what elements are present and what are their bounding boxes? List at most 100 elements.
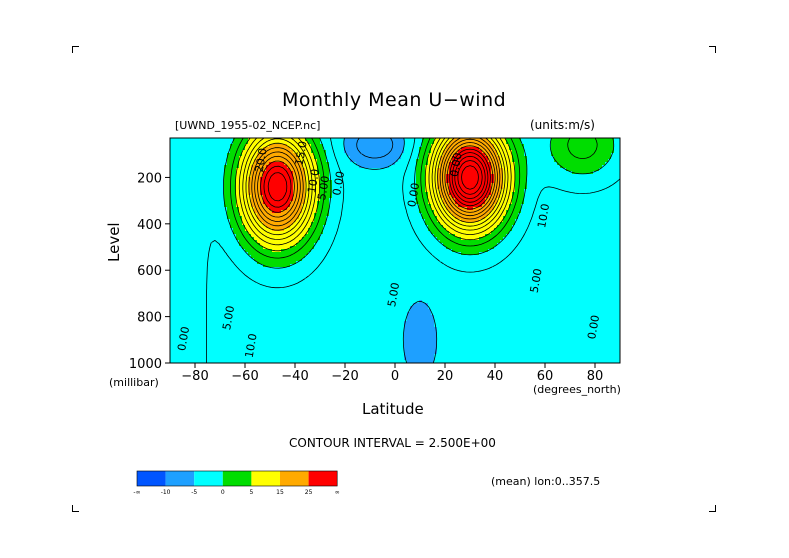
field-cell: [281, 162, 285, 166]
field-cell: [311, 225, 315, 229]
field-cell: [176, 195, 180, 199]
field-cell: [278, 168, 282, 172]
field-cell: [293, 198, 297, 202]
field-cell: [182, 225, 186, 229]
field-cell: [305, 318, 309, 322]
field-cell: [263, 309, 267, 313]
field-cell: [260, 141, 264, 145]
field-cell: [314, 270, 318, 274]
field-cell: [365, 165, 369, 169]
field-cell: [314, 153, 318, 157]
field-cell: [260, 237, 264, 241]
field-cell: [332, 345, 336, 349]
field-cell: [365, 306, 369, 310]
field-cell: [269, 216, 273, 220]
field-cell: [170, 237, 174, 241]
field-cell: [179, 270, 183, 274]
field-cell: [182, 297, 186, 301]
field-cell: [263, 360, 267, 363]
field-cell: [191, 243, 195, 247]
field-cell: [260, 213, 264, 217]
field-cell: [230, 270, 234, 274]
field-cell: [302, 225, 306, 229]
field-cell: [254, 207, 258, 211]
field-cell: [197, 240, 201, 244]
field-cell: [284, 291, 288, 295]
field-cell: [278, 153, 282, 157]
field-cell: [275, 264, 279, 268]
field-cell: [257, 303, 261, 307]
field-cell: [188, 333, 192, 337]
field-cell: [272, 342, 276, 346]
field-cell: [215, 321, 219, 325]
field-cell: [242, 231, 246, 235]
field-cell: [368, 210, 372, 214]
field-cell: [305, 330, 309, 334]
field-cell: [251, 243, 255, 247]
field-cell: [173, 153, 177, 157]
field-cell: [179, 240, 183, 244]
field-cell: [308, 174, 312, 178]
field-cell: [356, 324, 360, 328]
field-cell: [242, 324, 246, 328]
field-cell: [263, 351, 267, 355]
field-cell: [200, 288, 204, 292]
field-cell: [344, 252, 348, 256]
field-cell: [257, 168, 261, 172]
field-cell: [356, 261, 360, 265]
field-cell: [353, 183, 357, 187]
field-cell: [254, 204, 258, 208]
field-cell: [251, 345, 255, 349]
field-cell: [248, 297, 252, 301]
field-cell: [194, 291, 198, 295]
field-cell: [320, 225, 324, 229]
field-cell: [266, 237, 270, 241]
field-cell: [347, 192, 351, 196]
field-cell: [302, 243, 306, 247]
field-cell: [242, 357, 246, 361]
field-cell: [311, 339, 315, 343]
field-cell: [227, 234, 231, 238]
field-cell: [209, 246, 213, 250]
field-cell: [266, 150, 270, 154]
field-cell: [284, 324, 288, 328]
field-cell: [179, 276, 183, 280]
field-cell: [209, 306, 213, 310]
field-cell: [269, 150, 273, 154]
field-cell: [359, 312, 363, 316]
field-cell: [254, 279, 258, 283]
field-cell: [191, 171, 195, 175]
field-cell: [299, 213, 303, 217]
field-cell: [224, 138, 228, 142]
field-cell: [221, 291, 225, 295]
field-cell: [230, 264, 234, 268]
field-cell: [335, 303, 339, 307]
field-cell: [311, 303, 315, 307]
field-cell: [308, 288, 312, 292]
field-cell: [176, 261, 180, 265]
field-cell: [350, 345, 354, 349]
field-cell: [233, 270, 237, 274]
field-cell: [197, 204, 201, 208]
field-cell: [317, 165, 321, 169]
field-cell: [248, 198, 252, 202]
field-cell: [218, 354, 222, 358]
field-cell: [212, 198, 216, 202]
field-cell: [281, 321, 285, 325]
field-cell: [317, 192, 321, 196]
field-cell: [320, 228, 324, 232]
field-cell: [329, 213, 333, 217]
field-cell: [317, 243, 321, 247]
field-cell: [269, 288, 273, 292]
field-cell: [362, 276, 366, 280]
field-cell: [287, 315, 291, 319]
field-cell: [173, 168, 177, 172]
field-cell: [314, 306, 318, 310]
field-cell: [194, 219, 198, 223]
field-cell: [314, 312, 318, 316]
field-cell: [215, 348, 219, 352]
field-cell: [335, 249, 339, 253]
field-cell: [308, 231, 312, 235]
field-cell: [170, 291, 174, 295]
field-cell: [293, 228, 297, 232]
